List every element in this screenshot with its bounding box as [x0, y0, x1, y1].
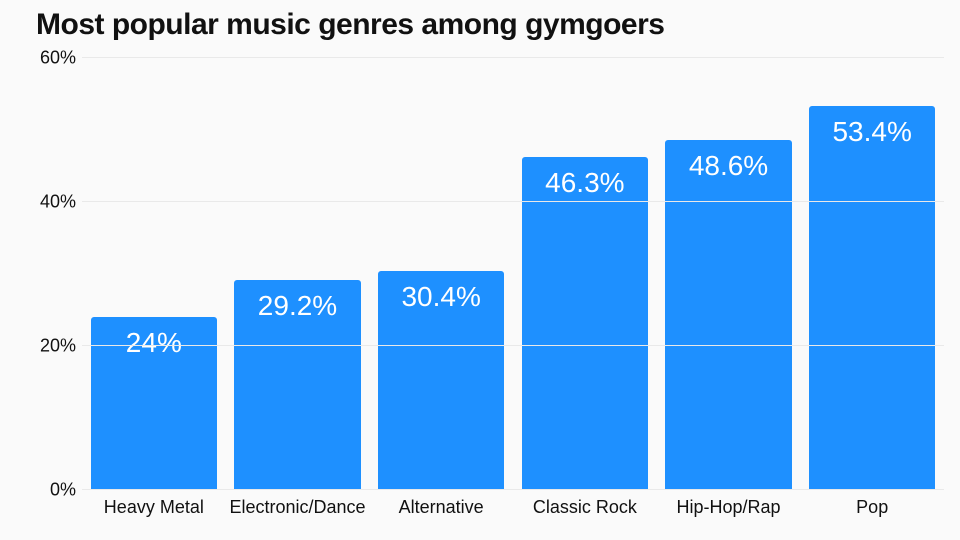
x-tick-label: Electronic/Dance	[229, 497, 365, 518]
x-tick-label: Heavy Metal	[104, 497, 204, 518]
gridline	[82, 489, 944, 490]
bar-chart: Most popular music genres among gymgoers…	[0, 0, 960, 540]
x-tick-label: Classic Rock	[533, 497, 637, 518]
bar-slot: 53.4%Pop	[800, 58, 944, 490]
gridline	[82, 201, 944, 202]
y-tick-label: 0%	[28, 480, 76, 501]
gridline	[82, 57, 944, 58]
bar: 53.4%	[809, 106, 935, 490]
bar: 30.4%	[378, 271, 504, 490]
bar-value-label: 46.3%	[545, 167, 624, 199]
y-tick-label: 40%	[28, 192, 76, 213]
bar-slot: 29.2%Electronic/Dance	[226, 58, 370, 490]
chart-title: Most popular music genres among gymgoers	[36, 8, 664, 42]
bar-value-label: 29.2%	[258, 290, 337, 322]
y-tick-label: 20%	[28, 336, 76, 357]
bar-slot: 48.6%Hip-Hop/Rap	[657, 58, 801, 490]
bar-slot: 30.4%Alternative	[369, 58, 513, 490]
bar-slot: 46.3%Classic Rock	[513, 58, 657, 490]
bar-value-label: 30.4%	[401, 281, 480, 313]
bar-slot: 24%Heavy Metal	[82, 58, 226, 490]
x-tick-label: Alternative	[399, 497, 484, 518]
bars-container: 24%Heavy Metal29.2%Electronic/Dance30.4%…	[82, 58, 944, 490]
x-tick-label: Pop	[856, 497, 888, 518]
bar-value-label: 53.4%	[832, 116, 911, 148]
gridline	[82, 345, 944, 346]
bar-value-label: 48.6%	[689, 150, 768, 182]
x-tick-label: Hip-Hop/Rap	[676, 497, 780, 518]
chart-plot-area: 24%Heavy Metal29.2%Electronic/Dance30.4%…	[82, 58, 944, 490]
y-tick-label: 60%	[28, 48, 76, 69]
bar: 29.2%	[234, 280, 360, 490]
bar: 48.6%	[665, 140, 791, 490]
bar-value-label: 24%	[126, 327, 182, 359]
bar: 46.3%	[522, 157, 648, 490]
bar: 24%	[91, 317, 217, 490]
